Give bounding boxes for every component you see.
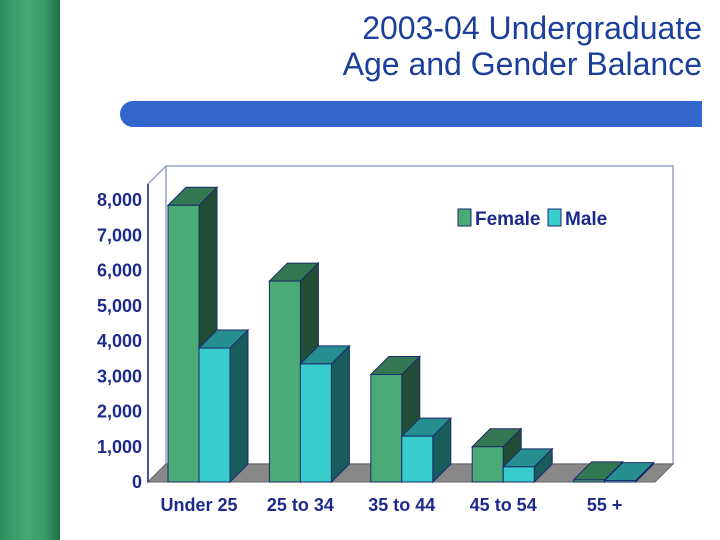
bar-female — [470, 427, 523, 484]
y-tick-label: 2,000 — [97, 402, 142, 422]
y-tick-label: 1,000 — [97, 437, 142, 457]
legend-label-male: Male — [565, 209, 607, 230]
chart-bars — [166, 186, 655, 484]
bar-front-face — [198, 347, 231, 483]
bar-front-face — [471, 446, 504, 483]
title-underline-bar — [120, 101, 702, 127]
y-tick-label: 6,000 — [97, 261, 142, 281]
y-tick-label: 4,000 — [97, 331, 142, 351]
bar-side-face — [229, 328, 249, 484]
y-tick-label: 8,000 — [97, 190, 142, 210]
y-tick-label: 5,000 — [97, 296, 142, 316]
page-title: 2003-04 Undergraduate Age and Gender Bal… — [182, 10, 702, 82]
x-tick-label: 45 to 54 — [470, 495, 537, 515]
y-axis-tick-labels: 0 1,000 2,000 3,000 4,000 5,000 6,000 7,000 8,00… — [97, 190, 142, 492]
bar-front-face — [268, 280, 301, 483]
chart-legend: Female Male — [457, 208, 607, 230]
bar-front-face — [401, 435, 434, 483]
y-tick-label: 0 — [132, 472, 142, 492]
side-accent-band — [0, 0, 60, 540]
legend-label-female: Female — [475, 209, 540, 230]
bar-front-face — [167, 204, 200, 483]
legend-swatch-female — [457, 208, 472, 227]
bar-front-face — [299, 363, 332, 483]
bar-front-face — [604, 480, 637, 483]
bar-front-face — [502, 466, 535, 483]
x-axis-tick-labels: Under 25 25 to 34 35 to 44 45 to 54 55 + — [160, 495, 622, 515]
bar-front-face — [370, 373, 403, 483]
x-tick-label: 25 to 34 — [267, 495, 334, 515]
x-tick-label: 35 to 44 — [368, 495, 435, 515]
y-tick-label: 7,000 — [97, 225, 142, 245]
bar-side-face — [330, 344, 350, 484]
x-tick-label: 55 + — [587, 495, 623, 515]
page-title-line-2: Age and Gender Balance — [342, 46, 702, 82]
bar-male — [400, 416, 453, 484]
page-title-line-1: 2003-04 Undergraduate — [362, 10, 702, 46]
bar-male — [299, 344, 351, 484]
x-tick-label: Under 25 — [160, 495, 237, 515]
legend-swatch-male — [547, 208, 562, 227]
y-tick-label: 3,000 — [97, 366, 142, 386]
bar-male — [197, 328, 250, 484]
bar-male — [603, 461, 655, 484]
bar-male — [501, 447, 554, 484]
bar-front-face — [573, 479, 606, 483]
